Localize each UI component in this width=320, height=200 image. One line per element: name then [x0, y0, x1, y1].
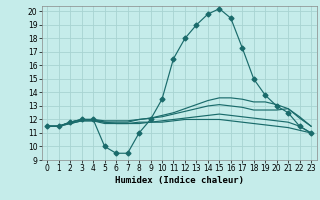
X-axis label: Humidex (Indice chaleur): Humidex (Indice chaleur) [115, 176, 244, 185]
